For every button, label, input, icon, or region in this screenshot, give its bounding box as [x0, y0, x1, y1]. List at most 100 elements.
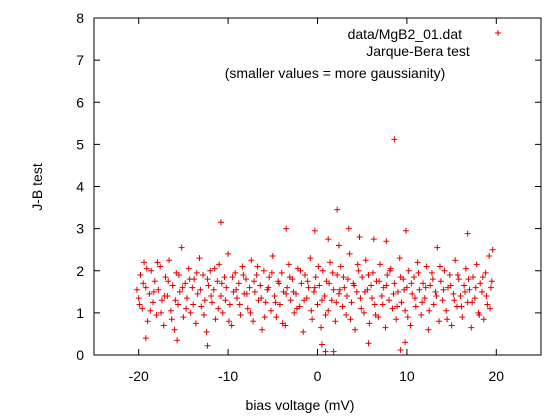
data-point [423, 263, 430, 270]
data-point [378, 293, 385, 300]
labels-layer: 0 1 2 3 4 5 6 7 8 -20 -10 0 10 20 [76, 10, 504, 384]
data-point [139, 305, 146, 312]
data-point [459, 314, 466, 321]
data-point [327, 259, 334, 266]
data-point [334, 206, 341, 213]
data-point [287, 297, 294, 304]
data-point [434, 244, 441, 251]
data-point [200, 271, 207, 278]
data-point [257, 282, 264, 289]
data-point [404, 314, 411, 321]
data-point [273, 314, 280, 321]
data-point [346, 250, 353, 257]
x-tick-label: 0 [314, 368, 322, 384]
data-point [365, 271, 372, 278]
data-point [382, 324, 389, 331]
data-point [158, 309, 165, 316]
data-point [487, 284, 494, 291]
data-point [488, 278, 495, 285]
data-point [394, 303, 401, 310]
data-point [143, 265, 150, 272]
data-point [384, 271, 391, 278]
x-tick-label: -10 [218, 368, 238, 384]
data-point [440, 286, 447, 293]
data-point [251, 278, 258, 285]
data-point [200, 311, 207, 318]
data-point [307, 255, 314, 262]
data-point [178, 244, 185, 251]
annotation-line-2: (smaller values = more gaussianity) [225, 65, 446, 81]
data-point [246, 284, 253, 291]
data-point [368, 282, 375, 289]
data-point [225, 250, 232, 257]
data-point [174, 337, 181, 344]
data-point [169, 282, 176, 289]
data-point [133, 286, 140, 293]
data-point [322, 311, 329, 318]
data-point [196, 255, 203, 262]
data-point [325, 307, 332, 314]
data-point [239, 263, 246, 270]
data-point [318, 324, 325, 331]
data-point [221, 274, 228, 281]
data-point [347, 316, 354, 323]
data-point [332, 318, 339, 325]
data-point [269, 253, 276, 260]
data-point [425, 326, 432, 333]
y-tick-label: 4 [76, 179, 84, 195]
data-point [242, 276, 249, 283]
data-point [283, 290, 290, 297]
data-point [158, 297, 165, 304]
data-point [203, 328, 210, 335]
data-point [429, 276, 436, 283]
data-point [160, 322, 167, 329]
legend-marker-symbol [495, 30, 501, 36]
data-point [265, 284, 272, 291]
data-point [175, 301, 182, 308]
data-point [262, 299, 269, 306]
data-point [162, 274, 169, 281]
data-point [402, 307, 409, 314]
data-point [315, 263, 322, 270]
data-point [322, 348, 329, 355]
data-point [403, 227, 410, 234]
data-point [419, 299, 426, 306]
data-point [290, 288, 297, 295]
data-point [414, 259, 421, 266]
data-point [234, 295, 241, 302]
data-point [217, 293, 224, 300]
data-point [311, 227, 318, 234]
data-point [321, 293, 328, 300]
data-point [343, 311, 350, 318]
data-point [215, 305, 222, 312]
data-point [415, 269, 422, 276]
data-point [334, 271, 341, 278]
data-point [409, 290, 416, 297]
data-point [142, 335, 149, 342]
data-point [466, 286, 473, 293]
data-point [154, 259, 161, 266]
data-point [402, 339, 409, 346]
data-point [271, 293, 278, 300]
data-point [192, 320, 199, 327]
data-point [240, 271, 247, 278]
data-point [157, 263, 164, 270]
data-point [464, 230, 471, 237]
data-point [412, 303, 419, 310]
x-tick-label: -20 [129, 368, 149, 384]
data-point [361, 288, 368, 295]
data-point [183, 295, 190, 302]
data-point [222, 297, 229, 304]
data-point [286, 274, 293, 281]
data-point [356, 234, 363, 241]
data-point [276, 301, 283, 308]
data-point [416, 286, 423, 293]
data-point [447, 282, 454, 289]
data-point [469, 299, 476, 306]
data-point [335, 290, 342, 297]
data-point [312, 274, 319, 281]
data-point [451, 297, 458, 304]
data-point [229, 274, 236, 281]
